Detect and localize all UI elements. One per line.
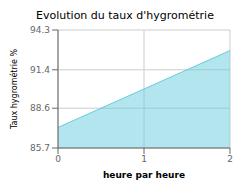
svg-text:heure par heure: heure par heure <box>103 170 185 180</box>
html-text:Evolution du taux d'hygrométri: Evolution du taux d'hygrométrie <box>36 9 214 22</box>
svg-text:2: 2 <box>227 154 233 164</box>
svg-text:88.6: 88.6 <box>30 103 50 113</box>
svg-text:91.4: 91.4 <box>30 65 50 75</box>
svg-text:85.7: 85.7 <box>30 143 50 153</box>
svg-text:1: 1 <box>141 154 147 164</box>
svg-text:94.3: 94.3 <box>30 25 50 35</box>
svg-text:Taux hygrométrie %: Taux hygrométrie % <box>9 49 19 131</box>
svg-text:0: 0 <box>55 154 61 164</box>
